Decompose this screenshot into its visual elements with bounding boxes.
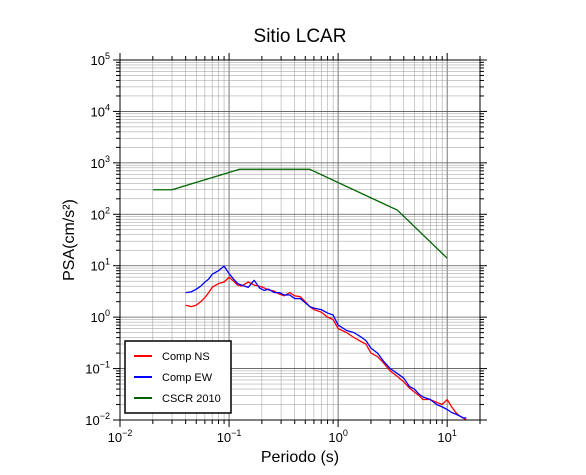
x-tick-label: 10−1 (217, 428, 242, 445)
y-tick-label: 10−2 (85, 411, 110, 428)
y-tick-label: 105 (91, 51, 110, 68)
series-layer (152, 168, 467, 421)
y-tick-labels: 10−2 10−1 100 101 102 103 104 105 (85, 51, 110, 428)
x-tick-label: 100 (328, 428, 347, 445)
y-tick-label: 101 (91, 257, 110, 274)
series-line-comp-ew (185, 265, 467, 419)
ticks (113, 53, 487, 427)
legend-label: Comp EW (162, 372, 213, 384)
x-tick-labels: 10−2 10−1 100 101 (108, 428, 457, 445)
legend-items: Comp NS Comp EW CSCR 2010 (134, 351, 221, 405)
grid (119, 59, 481, 421)
legend-label: CSCR 2010 (162, 393, 221, 405)
legend-label: Comp NS (162, 351, 210, 363)
x-tick-label: 10−2 (108, 428, 133, 445)
y-tick-label: 10−1 (85, 360, 110, 377)
x-axis-label: Periodo (s) (261, 449, 339, 466)
series-line-comp-ns (185, 276, 467, 421)
chart-title: Sitio LCAR (254, 26, 347, 47)
y-tick-label: 103 (91, 154, 110, 171)
y-tick-label: 100 (91, 308, 110, 325)
y-tick-label: 104 (91, 102, 110, 119)
y-tick-label: 102 (91, 205, 110, 222)
y-axis-label: PSA(cm/s²) (61, 199, 78, 281)
series-line-cscr-2010 (152, 168, 448, 259)
plot-frame (119, 59, 481, 421)
legend: Comp NS Comp EW CSCR 2010 (124, 340, 232, 414)
x-tick-label: 101 (437, 428, 456, 445)
